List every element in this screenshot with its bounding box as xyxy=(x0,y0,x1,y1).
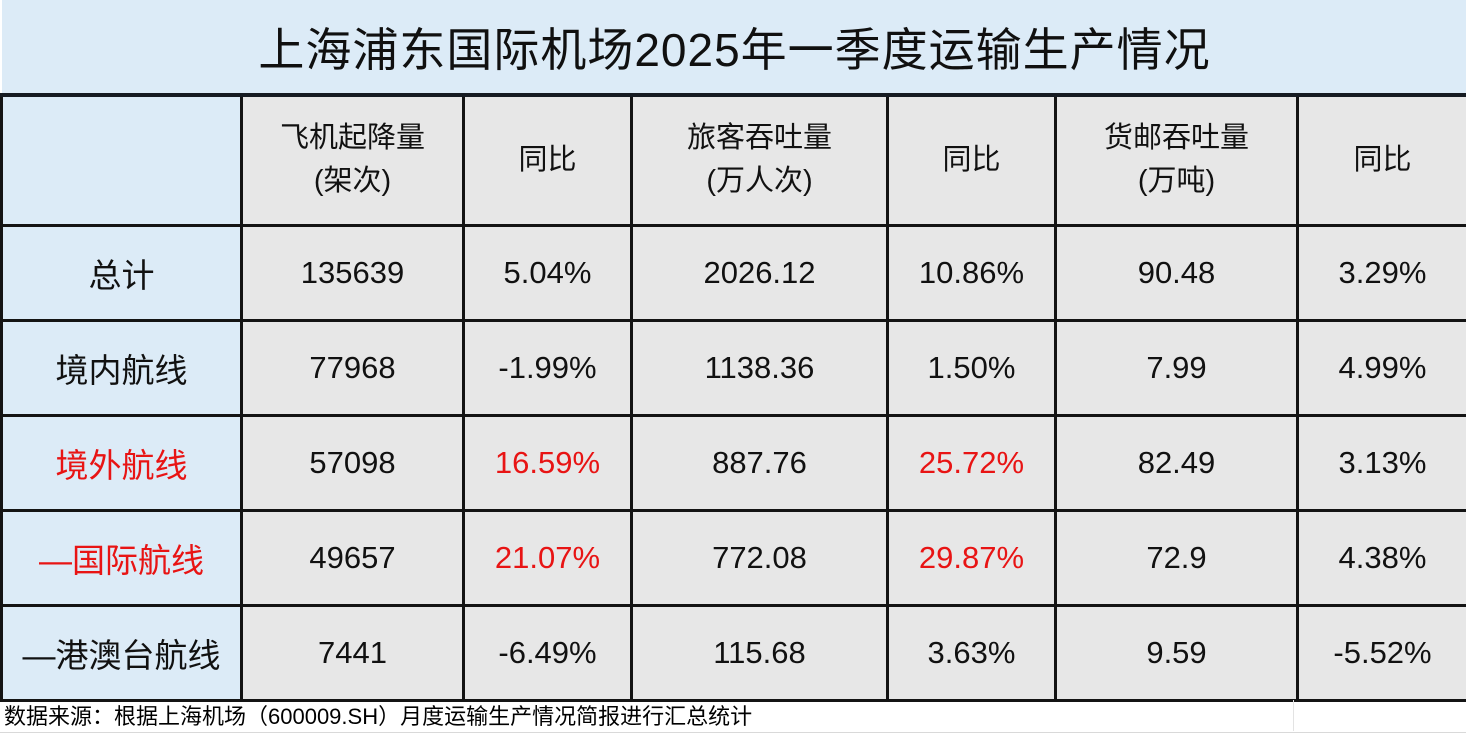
table-cell: 3.63% xyxy=(888,605,1056,700)
table-cell: 4.99% xyxy=(1298,320,1466,415)
table-row-hmt: —港澳台航线 7441 -6.49% 115.68 3.63% 9.59 -5.… xyxy=(2,605,1466,700)
table-cell: 7.99 xyxy=(1056,320,1298,415)
table-cell: 3.29% xyxy=(1298,225,1466,320)
row-label: —港澳台航线 xyxy=(2,605,242,700)
column-header-aircraft-movements: 飞机起降量 (架次) xyxy=(242,95,464,225)
table-cell: 3.13% xyxy=(1298,415,1466,510)
column-header-passenger-throughput: 旅客吞吐量 (万人次) xyxy=(632,95,888,225)
table-cell: 7441 xyxy=(242,605,464,700)
table-cell: 21.07% xyxy=(464,510,632,605)
row-label: —国际航线 xyxy=(2,510,242,605)
table-cell: 135639 xyxy=(242,225,464,320)
table-cell: -6.49% xyxy=(464,605,632,700)
table-cell: 77968 xyxy=(242,320,464,415)
table-cell: 10.86% xyxy=(888,225,1056,320)
table-cell: 49657 xyxy=(242,510,464,605)
data-source-note: 数据来源：根据上海机场（600009.SH）月度运输生产情况简报进行汇总统计 xyxy=(0,702,1466,733)
column-header-yoy-2: 同比 xyxy=(888,95,1056,225)
table-cell: 115.68 xyxy=(632,605,888,700)
table-row-overseas: 境外航线 57098 16.59% 887.76 25.72% 82.49 3.… xyxy=(2,415,1466,510)
table-cell: 25.72% xyxy=(888,415,1056,510)
table-cell: 90.48 xyxy=(1056,225,1298,320)
row-label: 总计 xyxy=(2,225,242,320)
table-cell: 29.87% xyxy=(888,510,1056,605)
table-cell: 5.04% xyxy=(464,225,632,320)
corner-cell xyxy=(2,95,242,225)
table-cell: -5.52% xyxy=(1298,605,1466,700)
table-cell: -1.99% xyxy=(464,320,632,415)
table-cell: 772.08 xyxy=(632,510,888,605)
table-cell: 2026.12 xyxy=(632,225,888,320)
table-cell: 16.59% xyxy=(464,415,632,510)
table-cell: 1138.36 xyxy=(632,320,888,415)
table-row-domestic: 境内航线 77968 -1.99% 1138.36 1.50% 7.99 4.9… xyxy=(2,320,1466,415)
table-cell: 82.49 xyxy=(1056,415,1298,510)
page-title: 上海浦东国际机场2025年一季度运输生产情况 xyxy=(2,0,1466,95)
table-cell: 1.50% xyxy=(888,320,1056,415)
airport-production-table: 上海浦东国际机场2025年一季度运输生产情况 飞机起降量 (架次) 同比 旅客吞… xyxy=(0,0,1466,702)
table-row-international: —国际航线 49657 21.07% 772.08 29.87% 72.9 4.… xyxy=(2,510,1466,605)
column-header-row: 飞机起降量 (架次) 同比 旅客吞吐量 (万人次) 同比 货邮吞吐量 (万吨) … xyxy=(2,95,1466,225)
table-cell: 57098 xyxy=(242,415,464,510)
row-label: 境内航线 xyxy=(2,320,242,415)
title-row: 上海浦东国际机场2025年一季度运输生产情况 xyxy=(2,0,1466,95)
table-row-total: 总计 135639 5.04% 2026.12 10.86% 90.48 3.2… xyxy=(2,225,1466,320)
table-cell: 72.9 xyxy=(1056,510,1298,605)
table-cell: 887.76 xyxy=(632,415,888,510)
column-header-yoy-3: 同比 xyxy=(1298,95,1466,225)
gridline xyxy=(1293,700,1294,731)
table-cell: 4.38% xyxy=(1298,510,1466,605)
row-label: 境外航线 xyxy=(2,415,242,510)
table-cell: 9.59 xyxy=(1056,605,1298,700)
column-header-yoy-1: 同比 xyxy=(464,95,632,225)
column-header-cargo-throughput: 货邮吞吐量 (万吨) xyxy=(1056,95,1298,225)
